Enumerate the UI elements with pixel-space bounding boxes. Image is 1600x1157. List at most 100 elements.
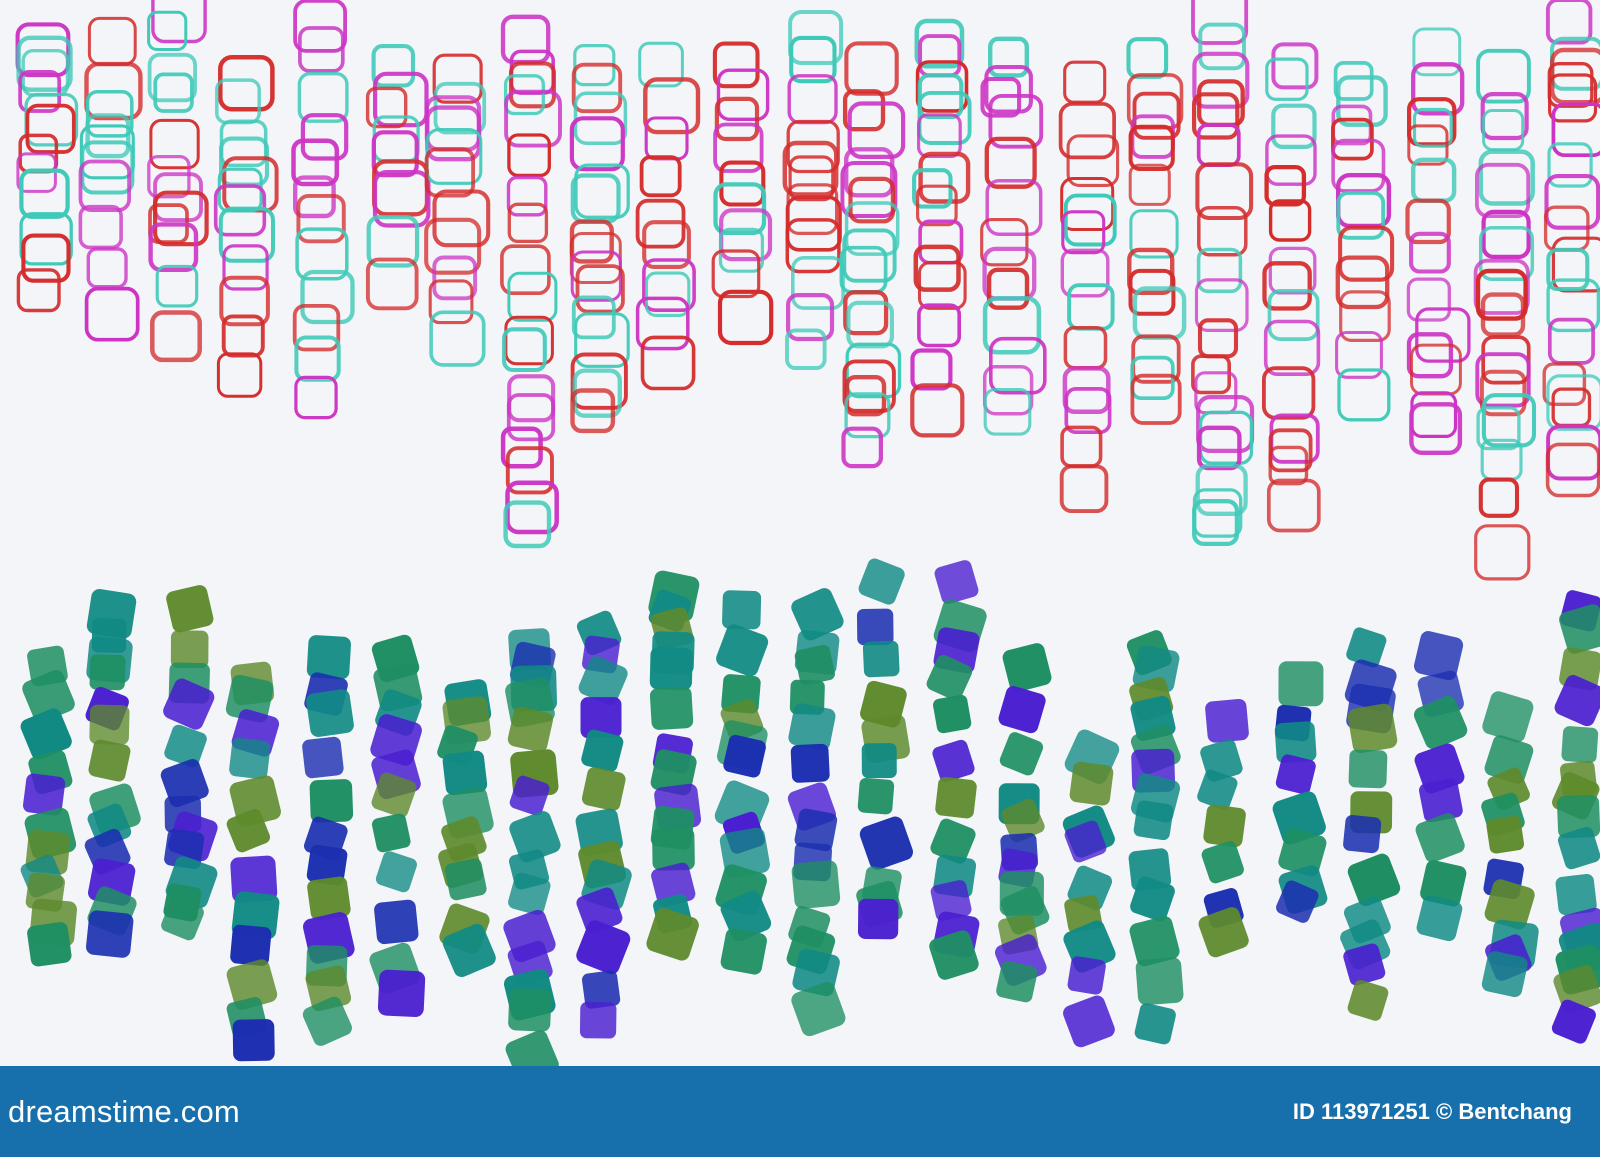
outlined-square (716, 68, 770, 121)
outlined-square (19, 168, 70, 219)
outlined-square (571, 62, 623, 114)
outlined-square (1267, 289, 1320, 341)
outlined-square (1196, 425, 1242, 471)
filled-square (1002, 643, 1052, 692)
filled-square (1198, 907, 1249, 958)
filled-square (226, 959, 278, 1010)
outlined-square (916, 113, 962, 159)
outlined-square (1263, 319, 1321, 377)
filled-square (935, 776, 977, 819)
outlined-square (1337, 368, 1391, 422)
outlined-square (151, 0, 207, 44)
filled-square (88, 739, 131, 782)
filled-square (650, 749, 697, 796)
outlined-square (844, 201, 900, 256)
outlined-square (915, 60, 969, 113)
outlined-square (917, 303, 962, 348)
outlined-square (1191, 0, 1249, 45)
outlined-square (18, 70, 62, 113)
filled-square (1555, 873, 1597, 916)
filled-square (230, 855, 278, 903)
filled-square (579, 1002, 617, 1039)
outlined-square (294, 335, 341, 382)
filled-square (1346, 627, 1387, 668)
outlined-square (1482, 109, 1525, 152)
outlined-square (1066, 134, 1120, 187)
filled-square (649, 686, 694, 730)
outlined-square (842, 89, 886, 132)
filled-square (1135, 957, 1184, 1006)
outlined-square (785, 328, 827, 370)
outlined-square (914, 18, 965, 69)
outlined-square (846, 300, 895, 349)
filled-square (788, 703, 836, 751)
outlined-square (1479, 369, 1527, 417)
filled-square (1484, 879, 1535, 930)
outlined-square (78, 204, 123, 250)
outlined-square (300, 269, 355, 325)
outlined-square (1197, 205, 1248, 257)
outlined-square (293, 0, 347, 53)
outlined-square (985, 178, 1043, 236)
filled-square (164, 724, 207, 768)
outlined-square (1126, 37, 1169, 79)
outlined-square (503, 500, 552, 549)
outlined-square (1546, 424, 1600, 481)
outlined-square (372, 170, 431, 228)
outlined-square (147, 154, 191, 199)
abstract-square-pattern (15, 0, 1600, 1066)
outlined-square (570, 250, 622, 302)
outlined-square (507, 374, 556, 423)
outlined-square (1412, 27, 1462, 77)
outlined-square (1547, 317, 1595, 365)
filled-square (934, 560, 979, 604)
outlined-square (1335, 255, 1390, 310)
filled-square (374, 899, 419, 945)
filled-square (22, 670, 75, 723)
outlined-square (1546, 247, 1590, 292)
outlined-square (150, 310, 202, 363)
filled-square (1416, 895, 1463, 942)
filled-square (856, 608, 894, 646)
outlined-square (983, 387, 1032, 436)
outlined-square (984, 136, 1037, 189)
outlined-square (848, 176, 896, 224)
filled-square (89, 654, 126, 691)
outlined-square (147, 52, 198, 103)
filled-square (27, 922, 72, 967)
outlined-square (1410, 391, 1458, 438)
outlined-square (918, 34, 962, 78)
filled-square (1205, 698, 1249, 743)
filled-square (1069, 761, 1114, 806)
outlined-square (1262, 261, 1312, 311)
outlined-square (918, 151, 971, 204)
filled-square (926, 654, 973, 701)
outlined-square (16, 35, 73, 92)
outlined-square (984, 64, 1033, 114)
filled-square (998, 686, 1046, 734)
outlined-square (1481, 393, 1537, 448)
outlined-square (1405, 198, 1451, 245)
filled-square (646, 908, 699, 961)
outlined-square (844, 41, 899, 96)
filled-square (375, 851, 417, 893)
filled-square (1343, 815, 1382, 854)
outlined-square (153, 190, 209, 247)
outlined-square (982, 296, 1042, 355)
outlined-square (1551, 102, 1600, 158)
filled-square (20, 708, 72, 760)
outlined-square (988, 93, 1044, 149)
outlined-square (1476, 48, 1531, 104)
outlined-square (980, 218, 1029, 267)
outlined-square (155, 264, 199, 308)
filled-square (1482, 691, 1534, 743)
outlined-square (21, 233, 71, 283)
outlined-square (1127, 247, 1175, 295)
outlined-square (842, 359, 896, 413)
outlined-square (1407, 124, 1449, 166)
watermark-footer-bar: dreamstime.com ID 113971251 © Bentchang (0, 1066, 1600, 1157)
filled-square (306, 689, 354, 737)
filled-square (930, 818, 976, 864)
filled-square (933, 694, 972, 734)
